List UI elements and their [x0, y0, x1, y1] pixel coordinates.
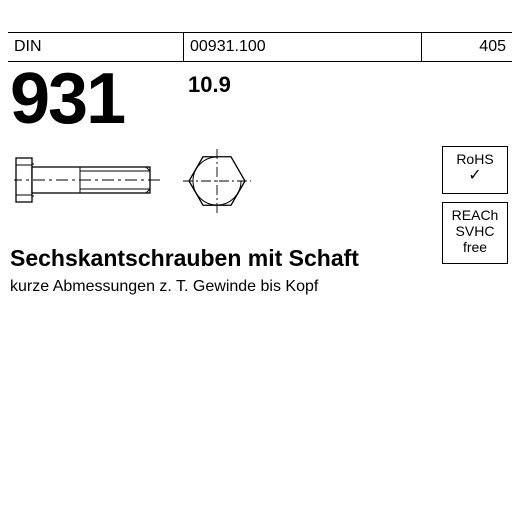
check-icon: ✓ [445, 167, 505, 185]
reach-line1: REACh [445, 207, 505, 223]
rohs-label: RoHS [445, 151, 505, 167]
reach-badge: REACh SVHC free [442, 202, 508, 264]
rohs-badge: RoHS ✓ [442, 146, 508, 194]
header-code: 00931.100 [184, 33, 422, 61]
product-title: Sechskantschrauben mit Schaft [10, 245, 359, 272]
page-root: DIN 00931.100 405 931 10.9 [0, 0, 520, 520]
product-subtitle: kurze Abmessungen z. T. Gewinde bis Kopf [10, 278, 318, 296]
strength-class: 10.9 [188, 72, 231, 98]
header-right: 405 [422, 33, 512, 61]
bolt-side-view-icon [14, 150, 164, 210]
reach-line3: free [445, 239, 505, 255]
reach-line2: SVHC [445, 223, 505, 239]
header-standard: DIN [8, 33, 184, 61]
standard-number: 931 [10, 58, 124, 140]
hex-front-view-icon [182, 146, 252, 216]
